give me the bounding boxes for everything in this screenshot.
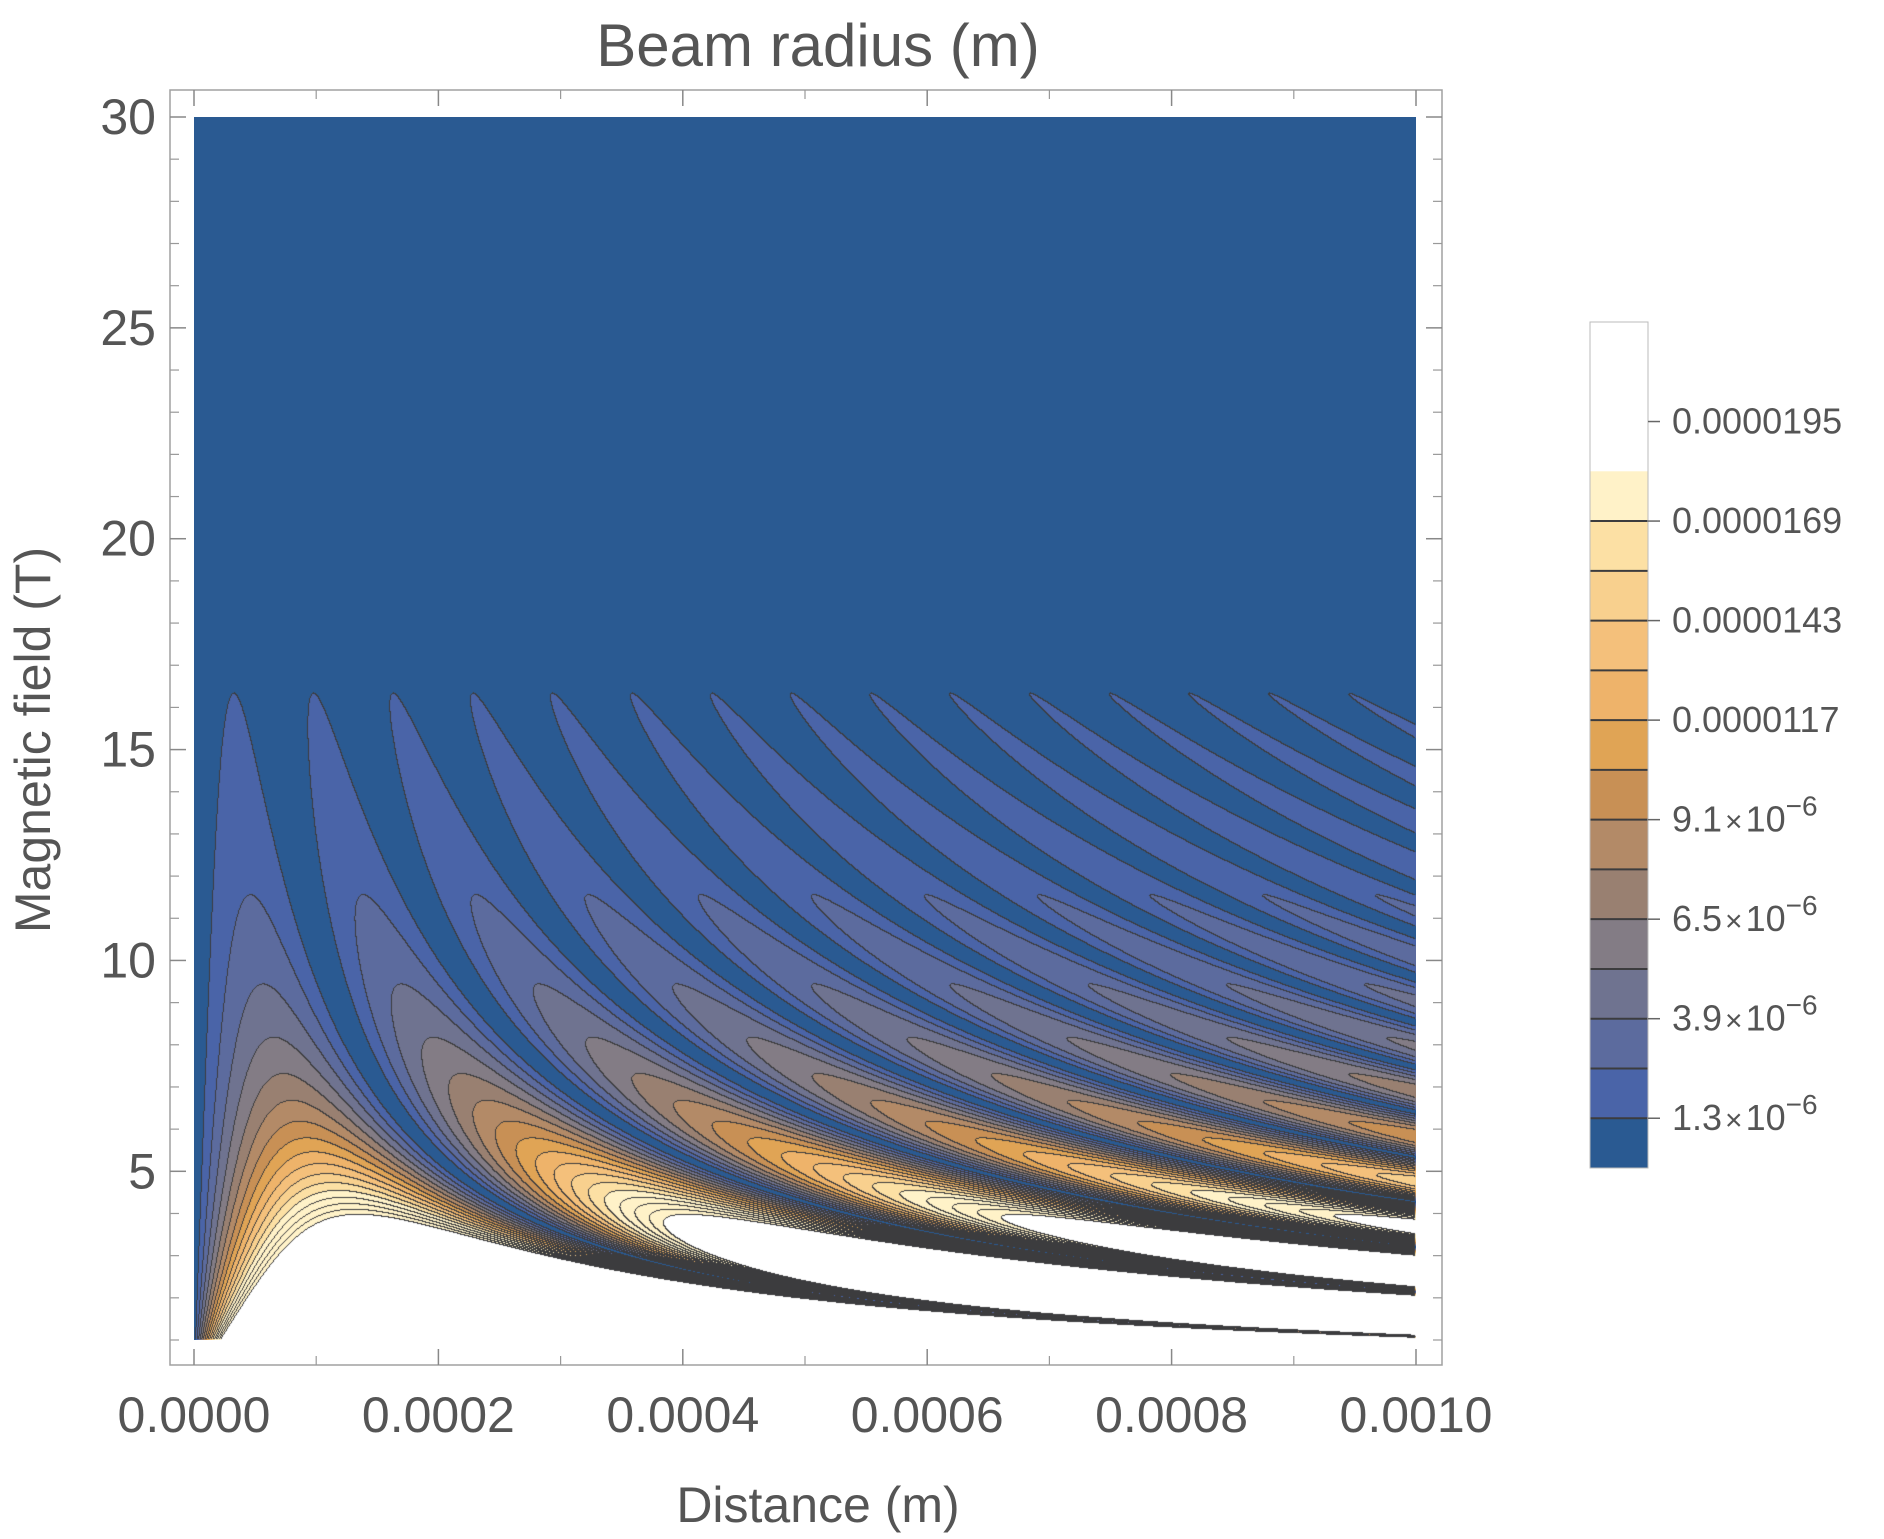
x-tick-label: 0.0008: [1095, 1387, 1248, 1443]
colorbar-band: [1590, 968, 1648, 1019]
colorbar-tick-label: 1.3 ×10−6: [1672, 1089, 1818, 1138]
y-tick-label: 10: [100, 932, 156, 988]
colorbar-band: [1590, 819, 1648, 870]
x-tick-label: 0.0002: [362, 1387, 515, 1443]
colorbar-band: [1590, 1118, 1648, 1168]
colorbar-tick-label: 0.0000169: [1672, 500, 1842, 541]
colorbar-frame: [1589, 321, 1649, 1169]
x-tick-label: 0.0006: [851, 1387, 1004, 1443]
y-tick-label: 30: [100, 89, 156, 145]
y-axis-label: Magnetic field (T): [5, 547, 61, 933]
colorbar-tick-label: 6.5 ×10−6: [1672, 890, 1818, 939]
colorbar-band: [1590, 471, 1648, 522]
colorbar-band: [1590, 720, 1648, 770]
x-axis-label: Distance (m): [676, 1477, 959, 1533]
y-tick-label: 25: [100, 300, 156, 356]
plot-area: [194, 117, 1416, 1340]
colorbar-band: [1590, 620, 1648, 671]
colorbar-tick-label: 9.1 ×10−6: [1672, 791, 1818, 840]
colorbar-band: [1590, 1068, 1648, 1119]
colorbar-tick-label: 3.9 ×10−6: [1672, 990, 1818, 1039]
colorbar-tick-label: 0.0000143: [1672, 600, 1842, 641]
x-axis: 0.0000 0.0002 0.0004 0.0006 0.0008 0.0010: [118, 90, 1493, 1443]
x-tick-label: 0.0010: [1340, 1387, 1493, 1443]
colorbar-band: [1590, 769, 1648, 820]
contour-field: [194, 117, 1416, 1340]
y-axis: 5 10 15 20 25 30: [100, 89, 1442, 1341]
colorbar-band: [1590, 570, 1648, 621]
colorbar-band: [1590, 1018, 1648, 1069]
colorbar-band: [1590, 521, 1648, 571]
y-tick-label: 20: [100, 511, 156, 567]
plot-frame: [169, 89, 1443, 1366]
colorbar-legend: 1.3 ×10−6 3.9 ×10−6 6.5 ×10−6 9.1 ×10−6 0.000011…: [1589, 321, 1842, 1169]
x-tick-label: 0.0000: [118, 1387, 271, 1443]
colorbar-band: [1590, 919, 1648, 969]
colorbar-band: [1590, 869, 1648, 920]
y-tick-label: 15: [100, 722, 156, 778]
chart-title: Beam radius (m): [596, 12, 1039, 79]
colorbar-band: [1590, 670, 1648, 721]
colorbar-tick-label: 0.0000195: [1672, 401, 1842, 442]
y-tick-label: 5: [128, 1143, 156, 1199]
colorbar-tick-label: 0.0000117: [1672, 699, 1840, 740]
x-tick-label: 0.0004: [606, 1387, 759, 1443]
